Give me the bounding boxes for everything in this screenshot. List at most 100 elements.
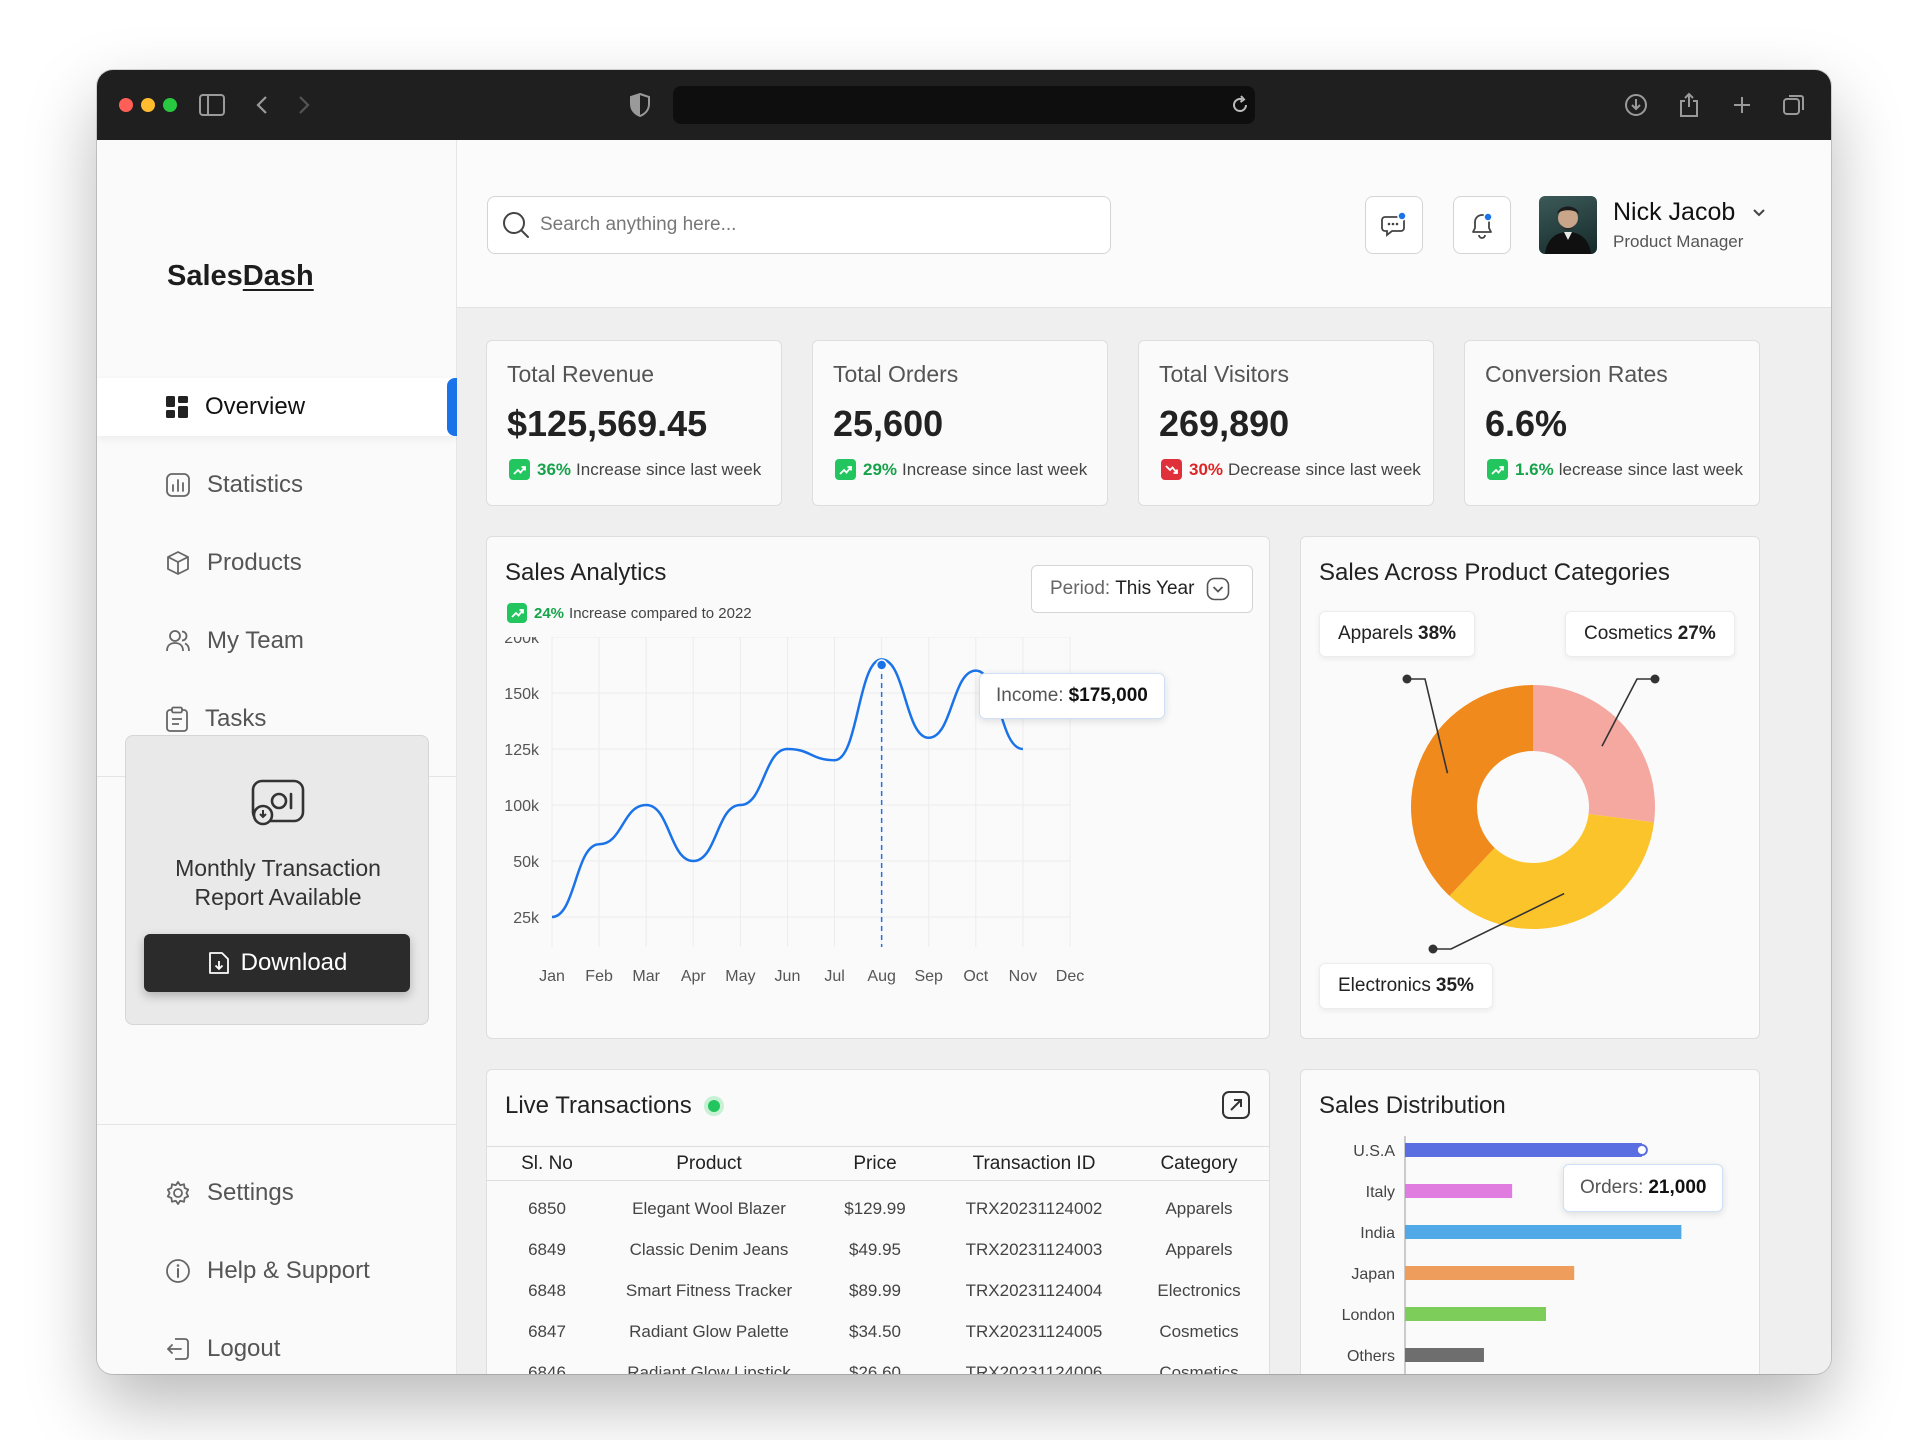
maximize-window-button[interactable] bbox=[163, 98, 177, 112]
sidebar-item-help-support[interactable]: Help & Support bbox=[97, 1242, 457, 1300]
trend-up-icon bbox=[1487, 459, 1508, 480]
stat-value: $125,569.45 bbox=[507, 403, 708, 444]
period-select[interactable]: Period: This Year bbox=[1031, 565, 1253, 613]
table-row[interactable]: 6850 Elegant Wool Blazer $129.99 TRX2023112… bbox=[487, 1189, 1269, 1230]
sidebar-item-statistics[interactable]: Statistics bbox=[97, 456, 457, 514]
cell-category: Apparels bbox=[1165, 1240, 1233, 1259]
search-input[interactable]: Search anything here... bbox=[540, 214, 737, 235]
table-row[interactable]: 6849 Classic Denim Jeans $49.95 TRX20231124… bbox=[487, 1230, 1269, 1271]
chevron-down-icon[interactable] bbox=[1752, 208, 1766, 218]
tooltip-label: Orders: bbox=[1580, 1177, 1644, 1198]
cell-price: $26.60 bbox=[849, 1363, 901, 1374]
sidebar-item-label: Statistics bbox=[207, 471, 304, 498]
column-header[interactable]: Price bbox=[811, 1146, 939, 1181]
leader-dot bbox=[1428, 944, 1438, 954]
user-role: Product Manager bbox=[1613, 232, 1744, 251]
avatar[interactable] bbox=[1539, 196, 1597, 254]
x-tick-label: Apr bbox=[681, 968, 707, 985]
sidebar-item-label: My Team bbox=[207, 627, 304, 654]
x-tick-label: Sep bbox=[914, 968, 943, 985]
stat-change-text: lecrease since last week bbox=[1558, 459, 1744, 479]
sales-analytics-card: Sales Analytics 24% Increase compared to … bbox=[486, 536, 1270, 1039]
stat-card-visitors: Total Visitors 269,890 30% Decrease since… bbox=[1138, 340, 1434, 506]
messages-button[interactable] bbox=[1365, 196, 1423, 254]
close-window-button[interactable] bbox=[119, 98, 133, 112]
stat-change: 30% Decrease since last week bbox=[1161, 459, 1421, 480]
leader-line bbox=[1601, 678, 1655, 747]
stat-value: 25,600 bbox=[833, 403, 944, 444]
x-tick-label: Nov bbox=[1009, 968, 1037, 985]
reload-icon[interactable] bbox=[1223, 88, 1257, 122]
cell-product: Smart Fitness Tracker bbox=[625, 1281, 793, 1300]
grid-icon bbox=[166, 396, 188, 418]
chevron-down-icon bbox=[1207, 577, 1230, 601]
orders-tooltip: Orders: 21,000 bbox=[1563, 1164, 1724, 1212]
table-row[interactable]: 6848 Smart Fitness Tracker $89.99 TRX202311… bbox=[487, 1271, 1269, 1312]
table-row[interactable]: 6846 Radiant Glow Lipstick $26.60 TRX202311… bbox=[487, 1353, 1269, 1374]
cell-transaction-id: TRX20231124004 bbox=[965, 1281, 1103, 1300]
analytics-change-percent: 24% bbox=[534, 604, 565, 622]
logo[interactable]: SalesDash bbox=[167, 260, 314, 293]
address-bar[interactable] bbox=[673, 86, 1255, 124]
stat-change-percent: 36% bbox=[537, 459, 572, 479]
highlight-point bbox=[1635, 1144, 1648, 1156]
downloads-icon[interactable] bbox=[1619, 88, 1653, 122]
logo-suffix: Dash bbox=[242, 260, 314, 292]
stat-value: 6.6% bbox=[1485, 403, 1568, 444]
column-header[interactable]: Transaction ID bbox=[939, 1146, 1129, 1181]
tooltip-value: 21,000 bbox=[1648, 1177, 1707, 1198]
card-title-text: Live Transactions bbox=[505, 1092, 692, 1119]
x-tick-label: Oct bbox=[963, 968, 988, 985]
cell-transaction-id: TRX20231124006 bbox=[965, 1363, 1103, 1374]
sidebar-item-label: Logout bbox=[207, 1335, 281, 1362]
search-box[interactable]: Search anything here... bbox=[487, 196, 1111, 254]
sidebar-item-label: Settings bbox=[207, 1179, 294, 1206]
trend-up-icon bbox=[509, 459, 530, 480]
stat-change-text: Decrease since last week bbox=[1228, 459, 1421, 479]
sales-line-chart: 200k 150k 125k 100k 50k 25k Jan Feb Mar Apr May Jun… bbox=[504, 637, 1084, 985]
report-line-1: Monthly Transaction bbox=[175, 855, 381, 881]
leader-dot bbox=[1650, 674, 1660, 684]
share-icon[interactable] bbox=[1672, 88, 1706, 122]
sidebar-toggle-icon[interactable] bbox=[195, 88, 229, 122]
back-icon[interactable] bbox=[245, 88, 279, 122]
column-header[interactable]: Category bbox=[1129, 1146, 1269, 1181]
donut-slice-cosmetics bbox=[1533, 685, 1655, 823]
x-tick-label: Jul bbox=[824, 968, 844, 985]
sidebar-item-my-team[interactable]: My Team bbox=[97, 612, 457, 670]
logo-prefix: Sales bbox=[167, 260, 243, 292]
stat-change-text: Increase since last week bbox=[576, 459, 762, 479]
column-header[interactable]: Product bbox=[607, 1146, 811, 1181]
notifications-button[interactable] bbox=[1453, 196, 1511, 254]
stat-card-revenue: Total Revenue $125,569.45 36% Increase si… bbox=[486, 340, 782, 506]
minimize-window-button[interactable] bbox=[141, 98, 155, 112]
tabs-overview-icon[interactable] bbox=[1777, 88, 1811, 122]
bar-label: Japan bbox=[1351, 1266, 1395, 1283]
tooltip-label: Income: bbox=[996, 685, 1064, 706]
column-header[interactable]: Sl. No bbox=[487, 1146, 607, 1181]
new-tab-icon[interactable] bbox=[1725, 88, 1759, 122]
users-icon bbox=[166, 630, 190, 652]
cell-transaction-id: TRX20231124002 bbox=[965, 1199, 1103, 1218]
leader-line bbox=[1407, 678, 1449, 774]
trend-up-icon bbox=[507, 603, 527, 623]
sidebar-item-tasks[interactable]: Tasks bbox=[97, 690, 457, 748]
bar-label: Italy bbox=[1366, 1184, 1395, 1201]
shield-icon[interactable] bbox=[623, 88, 657, 122]
tooltip-value: $175,000 bbox=[1068, 685, 1148, 706]
sidebar-item-overview[interactable]: Overview bbox=[97, 378, 457, 436]
table-row[interactable]: 6847 Radiant Glow Palette $34.50 TRX2023112… bbox=[487, 1312, 1269, 1353]
chart-icon bbox=[166, 473, 190, 497]
forward-icon[interactable] bbox=[287, 88, 321, 122]
cell-product: Elegant Wool Blazer bbox=[632, 1199, 786, 1218]
sidebar-item-products[interactable]: Products bbox=[97, 534, 457, 592]
user-name[interactable]: Nick Jacob bbox=[1613, 198, 1766, 227]
bell-icon bbox=[1472, 212, 1493, 239]
sidebar-item-settings[interactable]: Settings bbox=[97, 1164, 457, 1222]
download-button[interactable]: Download bbox=[144, 934, 410, 992]
info-icon bbox=[166, 1259, 190, 1283]
expand-icon[interactable] bbox=[1221, 1090, 1251, 1120]
sidebar-item-logout[interactable]: Logout bbox=[97, 1320, 457, 1374]
live-indicator bbox=[703, 1096, 724, 1116]
bar-label: Others bbox=[1347, 1348, 1395, 1365]
